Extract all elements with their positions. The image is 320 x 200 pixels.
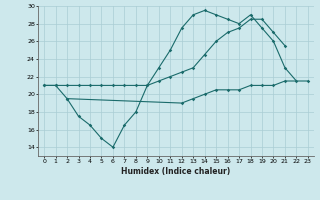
X-axis label: Humidex (Indice chaleur): Humidex (Indice chaleur): [121, 167, 231, 176]
